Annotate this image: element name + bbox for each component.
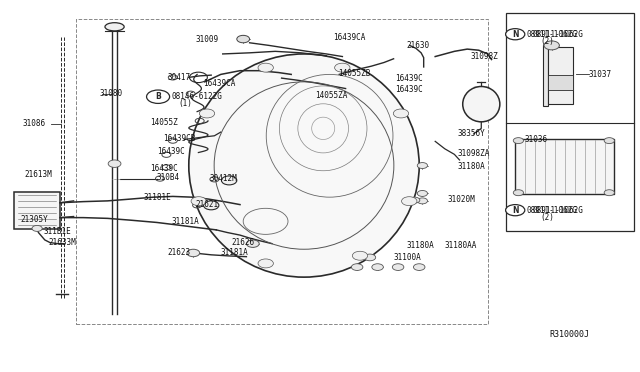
Ellipse shape <box>463 86 500 122</box>
Bar <box>515 139 614 194</box>
Circle shape <box>410 197 420 203</box>
Bar <box>548 46 573 104</box>
Circle shape <box>513 190 524 196</box>
Circle shape <box>335 63 350 72</box>
Circle shape <box>513 138 524 144</box>
Text: 21633M: 21633M <box>48 238 76 247</box>
Text: 08146-6122G: 08146-6122G <box>172 92 222 101</box>
Circle shape <box>352 251 368 260</box>
Text: 31009: 31009 <box>195 35 218 44</box>
Text: (2): (2) <box>541 37 555 46</box>
Text: B: B <box>156 92 161 101</box>
Text: 31080: 31080 <box>99 89 122 98</box>
Text: 31098Z: 31098Z <box>470 52 498 61</box>
Text: 31181A: 31181A <box>221 248 248 257</box>
Circle shape <box>413 264 425 270</box>
Text: 14055Z: 14055Z <box>150 118 178 126</box>
Text: 31020M: 31020M <box>448 195 476 204</box>
Circle shape <box>417 190 428 196</box>
Circle shape <box>351 264 363 270</box>
Text: 16439CB: 16439CB <box>163 134 196 143</box>
Circle shape <box>417 163 428 169</box>
Circle shape <box>392 264 404 270</box>
Text: 21621: 21621 <box>195 200 218 209</box>
Circle shape <box>506 205 525 216</box>
Text: 311B1E: 311B1E <box>44 227 71 236</box>
Text: 31100A: 31100A <box>394 253 421 262</box>
Circle shape <box>199 109 214 118</box>
Text: 21623: 21623 <box>168 248 191 257</box>
Text: 08911-1062G: 08911-1062G <box>527 206 577 215</box>
Text: 14055ZB: 14055ZB <box>338 69 371 78</box>
Circle shape <box>372 264 383 270</box>
Circle shape <box>417 198 428 204</box>
Circle shape <box>394 109 409 118</box>
Ellipse shape <box>105 23 124 31</box>
Text: 16439C: 16439C <box>150 164 178 173</box>
Circle shape <box>187 249 200 257</box>
Text: 21305Y: 21305Y <box>20 215 48 224</box>
Text: N: N <box>512 206 518 215</box>
Text: 31181A: 31181A <box>172 217 199 226</box>
Circle shape <box>108 160 121 167</box>
Bar <box>76 19 488 324</box>
Text: 21630: 21630 <box>406 41 429 50</box>
Circle shape <box>604 138 614 144</box>
Text: 16439C: 16439C <box>396 74 423 83</box>
Text: 31037: 31037 <box>589 70 612 79</box>
Text: 38356Y: 38356Y <box>458 129 485 138</box>
Text: 16439C: 16439C <box>396 85 423 94</box>
Text: 31098ZA: 31098ZA <box>458 149 490 158</box>
Text: (2): (2) <box>541 213 555 222</box>
Text: 16439C: 16439C <box>157 147 184 156</box>
Text: 08911-1062G: 08911-1062G <box>532 30 583 39</box>
Text: N: N <box>512 30 518 39</box>
Text: R310000J: R310000J <box>549 330 589 339</box>
Circle shape <box>237 35 250 43</box>
Text: 16439CA: 16439CA <box>333 33 365 42</box>
Text: 21613M: 21613M <box>24 170 52 179</box>
Circle shape <box>32 225 42 231</box>
Text: 30412M: 30412M <box>210 174 237 183</box>
Circle shape <box>147 90 170 103</box>
Bar <box>543 45 548 106</box>
Circle shape <box>401 197 417 206</box>
Bar <box>506 13 634 231</box>
Ellipse shape <box>189 54 419 277</box>
Text: 30417: 30417 <box>168 73 191 82</box>
Text: 21626: 21626 <box>232 238 255 247</box>
Circle shape <box>544 41 559 50</box>
Circle shape <box>221 176 237 185</box>
Circle shape <box>204 201 219 210</box>
Text: 31180AA: 31180AA <box>445 241 477 250</box>
Text: (1): (1) <box>178 99 192 108</box>
Circle shape <box>258 63 273 72</box>
Bar <box>14 192 60 229</box>
Text: 31086: 31086 <box>22 119 45 128</box>
Text: 31180A: 31180A <box>458 162 485 171</box>
Circle shape <box>604 190 614 196</box>
Circle shape <box>506 29 525 40</box>
Text: 31180A: 31180A <box>406 241 434 250</box>
Text: 08911-1062G: 08911-1062G <box>532 206 583 215</box>
Text: 31181E: 31181E <box>144 193 172 202</box>
Text: 14055ZA: 14055ZA <box>315 92 348 100</box>
Text: 310B4: 310B4 <box>157 173 180 182</box>
Text: 31036: 31036 <box>525 135 548 144</box>
Circle shape <box>246 240 259 247</box>
Bar <box>548 75 573 90</box>
Circle shape <box>258 259 273 268</box>
Text: 16439CA: 16439CA <box>204 79 236 88</box>
Circle shape <box>364 254 376 261</box>
Text: 08911-1062G: 08911-1062G <box>527 30 577 39</box>
Circle shape <box>191 197 207 206</box>
